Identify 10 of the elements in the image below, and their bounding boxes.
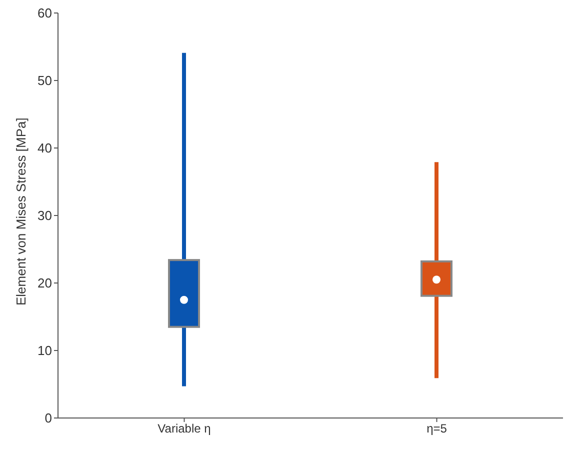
y-tick-label: 40	[38, 140, 52, 156]
x-tick-label: η=5	[426, 422, 448, 436]
y-tick-label: 0	[44, 410, 52, 426]
y-tick-label: 30	[38, 208, 52, 224]
y-tick-label: 10	[38, 343, 52, 358]
y-axis-title: Element von Mises Stress [MPa]	[14, 118, 29, 306]
y-tick-label: 50	[38, 73, 52, 88]
x-tick-label: Variable η	[158, 422, 211, 436]
y-tick-label: 20	[38, 276, 52, 291]
y-tick-label: 60	[38, 6, 52, 21]
